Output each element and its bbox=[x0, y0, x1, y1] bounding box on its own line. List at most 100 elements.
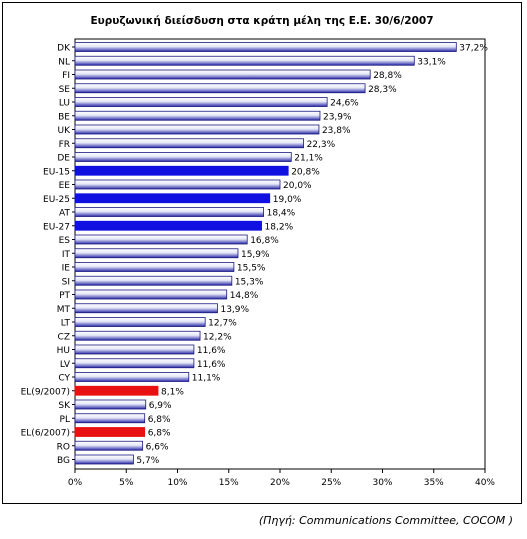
y-tick-label: SE bbox=[59, 85, 71, 95]
data-label: 18,2% bbox=[265, 222, 294, 232]
data-label: 20,0% bbox=[283, 181, 312, 191]
data-label: 6,8% bbox=[148, 415, 171, 425]
y-tick-label: CZ bbox=[58, 332, 70, 342]
data-label: 15,3% bbox=[235, 277, 264, 287]
bar bbox=[74, 124, 320, 135]
chart-title: Ευρυζωνική διείσδυση στα κράτη μέλη της … bbox=[90, 15, 433, 27]
y-tick-label: SK bbox=[58, 401, 71, 411]
bar bbox=[74, 234, 248, 245]
bar bbox=[74, 165, 289, 176]
y-tick-label: HU bbox=[57, 346, 70, 356]
y-tick-label: EU-27 bbox=[43, 222, 70, 232]
bar-chart: Ευρυζωνική διείσδυση στα κράτη μέλη της … bbox=[21, 15, 496, 488]
bar bbox=[74, 385, 159, 396]
data-label: 15,5% bbox=[237, 264, 266, 274]
bar bbox=[74, 138, 304, 149]
bar bbox=[74, 275, 233, 286]
y-tick-label: AT bbox=[59, 209, 70, 219]
data-label: 11,6% bbox=[197, 346, 226, 356]
x-tick-label: 0% bbox=[68, 478, 83, 488]
data-label: 33,1% bbox=[417, 57, 446, 67]
bar bbox=[74, 289, 228, 300]
data-label: 28,8% bbox=[373, 71, 402, 81]
bar bbox=[74, 179, 281, 190]
y-tick-label: ES bbox=[59, 236, 71, 246]
bar bbox=[74, 55, 415, 66]
y-tick-label: IE bbox=[62, 264, 71, 274]
x-tick-label: 40% bbox=[475, 478, 495, 488]
y-tick-label: PT bbox=[59, 291, 70, 301]
chart-frame: Ευρυζωνική διείσδυση στα κράτη μέλη της … bbox=[2, 2, 522, 504]
y-tick-label: EE bbox=[59, 181, 71, 191]
bar bbox=[74, 399, 147, 410]
y-tick-label: EU-25 bbox=[43, 195, 70, 205]
y-tick-label: LU bbox=[59, 99, 70, 109]
data-label: 23,8% bbox=[322, 126, 351, 136]
y-tick-label: FR bbox=[59, 140, 70, 150]
bar bbox=[74, 83, 366, 94]
y-tick-label: SI bbox=[62, 277, 70, 287]
y-tick-label: LV bbox=[60, 360, 71, 370]
source-note: (Πηγή: Communications Committee, COCOM ) bbox=[258, 514, 513, 527]
y-tick-label: FI bbox=[62, 71, 70, 81]
bar bbox=[74, 262, 235, 272]
bar bbox=[74, 97, 328, 107]
data-label: 20,8% bbox=[291, 167, 320, 177]
bar bbox=[74, 427, 146, 437]
bar bbox=[74, 248, 239, 259]
y-tick-label: EU-15 bbox=[43, 167, 70, 177]
bar bbox=[74, 69, 371, 80]
x-tick-label: 20% bbox=[270, 478, 290, 488]
x-tick-label: 30% bbox=[372, 478, 392, 488]
y-tick-label: BG bbox=[57, 456, 70, 466]
y-tick-label: NL bbox=[58, 57, 70, 67]
y-tick-label: EL(6/2007) bbox=[21, 429, 70, 439]
data-label: 16,8% bbox=[250, 236, 279, 246]
data-label: 12,2% bbox=[203, 332, 232, 342]
y-tick-label: CY bbox=[58, 374, 70, 384]
x-tick-label: 35% bbox=[424, 478, 444, 488]
data-label: 11,1% bbox=[192, 374, 221, 384]
data-label: 12,7% bbox=[208, 319, 237, 329]
bar bbox=[74, 42, 457, 52]
data-label: 11,6% bbox=[197, 360, 226, 370]
y-tick-label: MT bbox=[57, 305, 71, 315]
data-label: 21,1% bbox=[294, 154, 323, 164]
x-tick-label: 25% bbox=[321, 478, 341, 488]
bar bbox=[74, 440, 144, 451]
bar bbox=[74, 344, 195, 355]
x-tick-label: 5% bbox=[119, 478, 134, 488]
bar bbox=[74, 152, 292, 162]
data-label: 24,6% bbox=[330, 99, 359, 109]
y-tick-label: PL bbox=[60, 415, 70, 425]
bar bbox=[74, 220, 262, 231]
bar bbox=[74, 372, 190, 382]
data-label: 14,8% bbox=[230, 291, 259, 301]
bar bbox=[74, 330, 201, 341]
data-label: 6,8% bbox=[148, 429, 171, 439]
bar bbox=[74, 207, 265, 217]
data-label: 13,9% bbox=[220, 305, 249, 315]
data-label: 19,0% bbox=[273, 195, 302, 205]
x-tick-label: 15% bbox=[219, 478, 239, 488]
data-label: 37,2% bbox=[459, 44, 488, 54]
data-label: 15,9% bbox=[241, 250, 270, 260]
y-tick-label: UK bbox=[58, 126, 72, 136]
bar bbox=[74, 454, 134, 465]
bar bbox=[74, 303, 218, 314]
y-tick-label: IT bbox=[62, 250, 71, 260]
data-label: 18,4% bbox=[267, 209, 296, 219]
data-label: 8,1% bbox=[161, 387, 184, 397]
bar bbox=[74, 317, 206, 327]
data-label: 6,6% bbox=[146, 442, 169, 452]
y-tick-label: DE bbox=[57, 154, 70, 164]
y-tick-label: BE bbox=[58, 112, 70, 122]
bar bbox=[74, 193, 271, 204]
y-tick-label: RO bbox=[57, 442, 70, 452]
bar bbox=[74, 110, 321, 121]
data-label: 22,3% bbox=[307, 140, 336, 150]
y-tick-label: LT bbox=[61, 319, 71, 329]
x-tick-label: 10% bbox=[167, 478, 187, 488]
data-label: 5,7% bbox=[136, 456, 159, 466]
data-label: 23,9% bbox=[323, 112, 352, 122]
